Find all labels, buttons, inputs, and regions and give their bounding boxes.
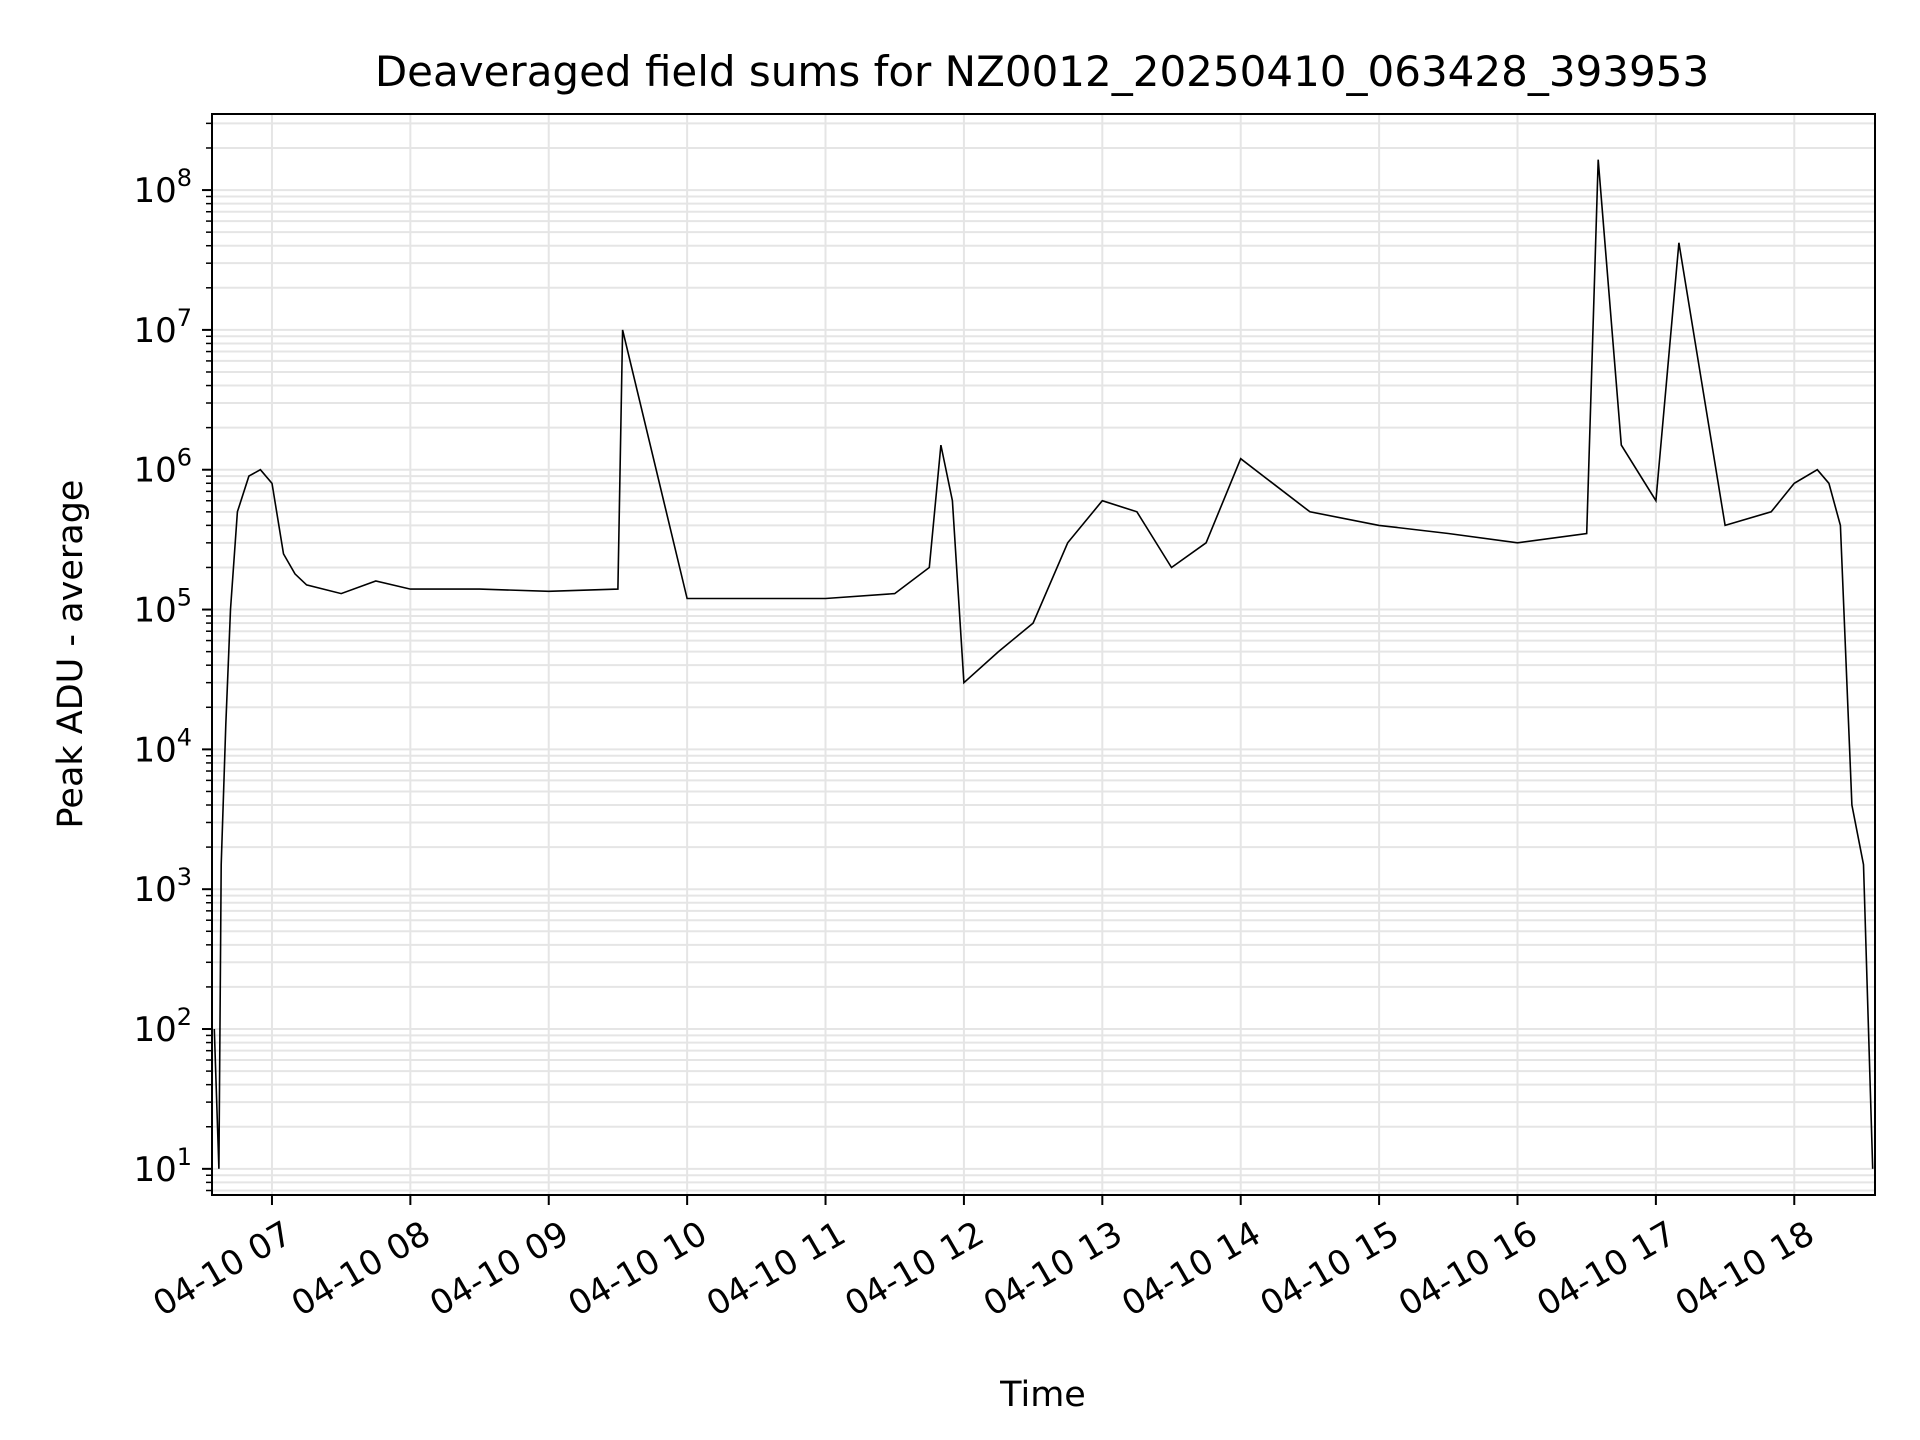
y-tick-base: 10 <box>133 171 176 211</box>
y-tick-base: 10 <box>133 451 176 491</box>
y-axis-label: Peak ADU - average <box>51 480 91 829</box>
x-tick-label: 04-10 11 <box>700 1214 852 1325</box>
y-tick-base: 10 <box>133 591 176 631</box>
x-tick-label: 04-10 07 <box>146 1214 298 1325</box>
plot-frame <box>211 113 1876 1196</box>
y-tick-exponent: 1 <box>177 1143 192 1171</box>
y-tick-exponent: 2 <box>177 1003 192 1031</box>
x-tick-label: 04-10 16 <box>1392 1214 1544 1325</box>
y-tick-base: 10 <box>133 311 176 351</box>
y-tick-label: 106 <box>133 444 192 491</box>
series-line <box>213 159 1874 1169</box>
y-tick-exponent: 3 <box>177 863 192 891</box>
y-tick-exponent: 5 <box>177 584 192 612</box>
y-tick-base: 10 <box>133 1150 176 1190</box>
y-tick-exponent: 7 <box>177 304 192 332</box>
x-tick-label: 04-10 09 <box>423 1214 575 1325</box>
y-tick-exponent: 8 <box>177 164 192 192</box>
x-tick-label: 04-10 12 <box>838 1214 990 1325</box>
x-tick-label: 04-10 08 <box>285 1214 437 1325</box>
x-axis-label: Time <box>999 1375 1086 1415</box>
y-tick-label: 102 <box>133 1003 192 1050</box>
y-tick-label: 101 <box>133 1143 192 1190</box>
x-tick-label: 04-10 13 <box>977 1214 1129 1325</box>
x-tick-label: 04-10 15 <box>1254 1214 1406 1325</box>
y-tick-label: 105 <box>133 584 192 631</box>
y-tick-label: 107 <box>133 304 192 351</box>
chart-title: Deaveraged field sums for NZ0012_2025041… <box>375 47 1709 96</box>
x-tick-label: 04-10 17 <box>1530 1214 1682 1325</box>
x-tick-label: 04-10 10 <box>562 1214 714 1325</box>
x-tick-label: 04-10 18 <box>1669 1214 1821 1325</box>
y-tick-exponent: 6 <box>177 444 192 472</box>
y-tick-base: 10 <box>133 870 176 910</box>
y-tick-label: 104 <box>133 723 192 770</box>
grid <box>212 114 1875 1195</box>
y-tick-base: 10 <box>133 730 176 770</box>
series-layer <box>213 159 1874 1169</box>
x-tick-label: 04-10 14 <box>1115 1214 1267 1325</box>
y-tick-exponent: 4 <box>177 723 192 751</box>
y-tick-label: 108 <box>133 164 192 211</box>
y-tick-base: 10 <box>133 1010 176 1050</box>
y-tick-label: 103 <box>133 863 192 910</box>
